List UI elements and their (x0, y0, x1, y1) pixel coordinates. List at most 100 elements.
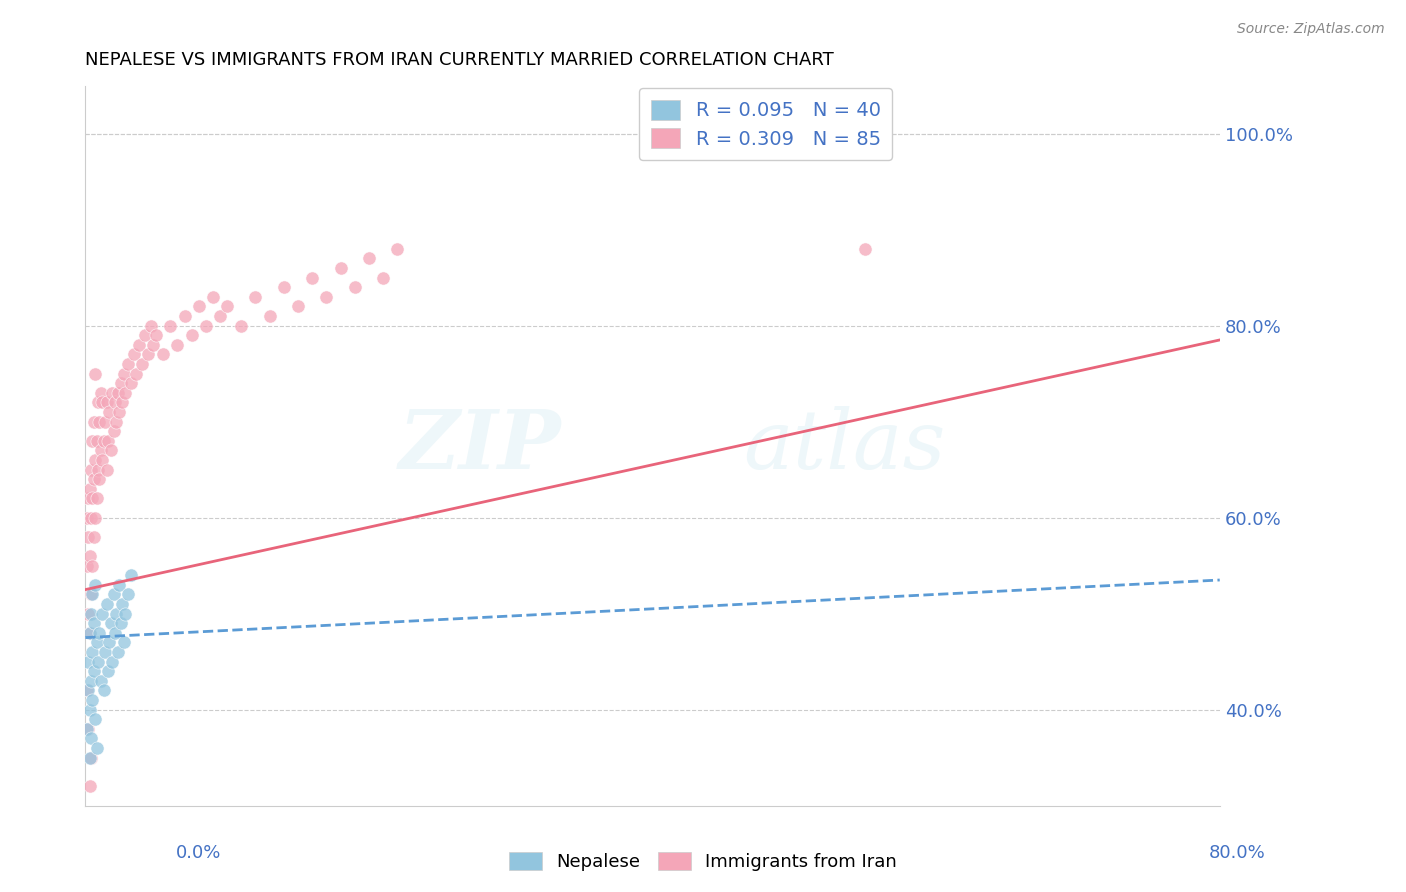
Point (91, 453, 114, 467)
Point (245, 290, 267, 304)
Point (111, 597, 134, 611)
Point (110, 376, 132, 391)
Point (84, 453, 107, 467)
Text: ZIP: ZIP (399, 406, 562, 485)
Point (114, 607, 136, 621)
Point (93, 683, 115, 698)
Point (77, 491, 100, 506)
Point (128, 338, 150, 352)
Point (105, 607, 128, 621)
Point (117, 587, 139, 601)
Point (105, 415, 128, 429)
Point (87, 462, 110, 476)
Point (329, 260, 352, 275)
Point (79, 750, 101, 764)
Point (120, 376, 142, 391)
Point (111, 395, 134, 409)
Point (114, 385, 136, 400)
Point (131, 357, 153, 371)
Point (315, 290, 337, 304)
Point (76, 722, 98, 736)
Point (201, 290, 224, 304)
Point (117, 357, 139, 371)
Point (83, 472, 105, 486)
Point (104, 395, 127, 409)
Point (101, 385, 124, 400)
Point (82, 693, 104, 707)
Point (84, 510, 107, 524)
Point (96, 597, 118, 611)
Legend: Nepalese, Immigrants from Iran: Nepalese, Immigrants from Iran (502, 845, 904, 879)
Point (98, 405, 121, 419)
Point (136, 347, 159, 361)
Point (80, 607, 103, 621)
Point (80, 750, 103, 764)
Point (853, 242, 876, 256)
Point (125, 367, 148, 381)
Point (79, 780, 101, 794)
Point (77, 607, 100, 621)
Point (79, 549, 101, 563)
Point (80, 731, 103, 746)
Point (80, 587, 103, 601)
Point (86, 741, 108, 756)
Point (343, 280, 366, 294)
Point (120, 568, 142, 582)
Point (77, 683, 100, 698)
Point (100, 443, 122, 458)
Point (166, 338, 188, 352)
Point (173, 309, 195, 323)
Point (101, 655, 124, 669)
Point (100, 616, 122, 631)
Point (103, 587, 125, 601)
Point (82, 645, 104, 659)
Point (217, 299, 239, 313)
Point (76, 510, 98, 524)
Point (84, 578, 107, 592)
Text: Source: ZipAtlas.com: Source: ZipAtlas.com (1237, 22, 1385, 37)
Point (180, 328, 202, 343)
Point (86, 434, 108, 448)
Point (145, 328, 167, 343)
Point (79, 482, 101, 496)
Point (86, 491, 108, 506)
Point (301, 270, 323, 285)
Point (96, 395, 118, 409)
Point (79, 625, 101, 640)
Point (86, 635, 108, 649)
Point (83, 415, 105, 429)
Point (87, 395, 110, 409)
Point (159, 318, 181, 333)
Text: 80.0%: 80.0% (1209, 844, 1265, 862)
Point (122, 347, 145, 361)
Point (91, 607, 114, 621)
Point (80, 462, 103, 476)
Point (91, 395, 114, 409)
Point (84, 712, 107, 726)
Point (152, 347, 174, 361)
Point (371, 270, 394, 285)
Point (108, 405, 131, 419)
Point (194, 318, 217, 333)
Point (83, 664, 105, 678)
Point (108, 578, 131, 592)
Text: atlas: atlas (744, 406, 946, 485)
Point (76, 558, 98, 573)
Point (107, 385, 129, 400)
Point (89, 415, 111, 429)
Text: NEPALESE VS IMMIGRANTS FROM IRAN CURRENTLY MARRIED CORRELATION CHART: NEPALESE VS IMMIGRANTS FROM IRAN CURRENT… (86, 51, 834, 69)
Point (187, 299, 209, 313)
Point (77, 530, 100, 544)
Point (90, 385, 112, 400)
Point (104, 625, 127, 640)
Legend: R = 0.095   N = 40, R = 0.309   N = 85: R = 0.095 N = 40, R = 0.309 N = 85 (640, 88, 893, 161)
Point (80, 673, 103, 688)
Point (112, 367, 135, 381)
Point (357, 252, 380, 266)
Point (87, 655, 110, 669)
Point (103, 424, 125, 438)
Point (89, 472, 111, 486)
Point (77, 722, 100, 736)
Point (287, 299, 309, 313)
Point (110, 616, 132, 631)
